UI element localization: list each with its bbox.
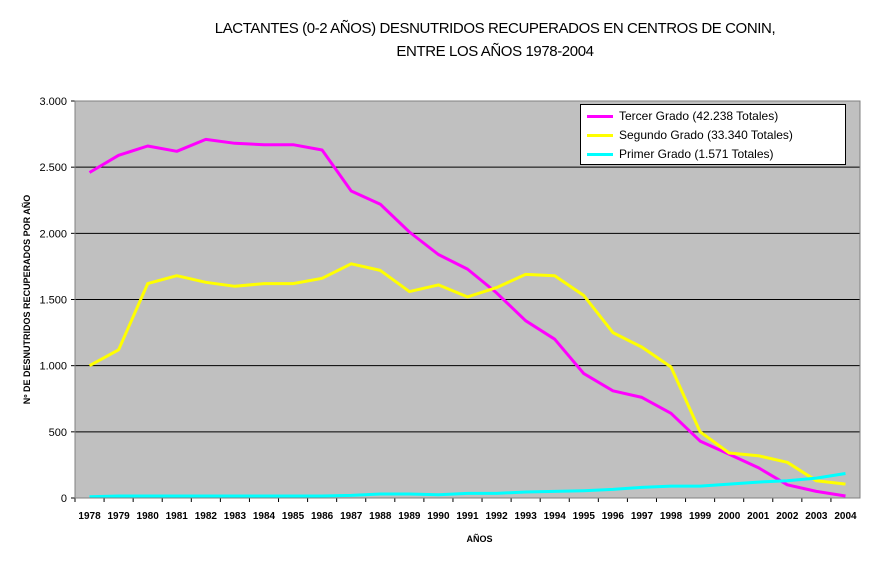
legend-item-primer-grado: Primer Grado (1.571 Totales) <box>587 146 774 162</box>
x-tick-label: 2000 <box>718 511 741 522</box>
legend: Tercer Grado (42.238 Totales) Segundo Gr… <box>580 104 846 165</box>
x-tick-label: 2003 <box>805 511 828 522</box>
legend-label-tercer-grado: Tercer Grado (42.238 Totales) <box>619 109 779 123</box>
x-tick-label: 2002 <box>776 511 799 522</box>
x-tick-label: 1983 <box>224 511 247 522</box>
series-line-segundo-grado <box>88 262 846 486</box>
x-tick-label: 1978 <box>78 511 101 522</box>
legend-swatch-segundo-grado <box>587 133 613 137</box>
x-tick-label: 2004 <box>834 511 857 522</box>
legend-label-primer-grado: Primer Grado (1.571 Totales) <box>619 147 774 161</box>
x-tick-label: 1998 <box>660 511 683 522</box>
x-tick-label: 1992 <box>485 511 508 522</box>
x-tick-label: 1991 <box>456 511 479 522</box>
legend-label-segundo-grado: Segundo Grado (33.340 Totales) <box>619 128 793 142</box>
x-tick-label: 1982 <box>195 511 218 522</box>
legend-swatch-primer-grado <box>587 152 613 156</box>
legend-swatch-tercer-grado <box>587 114 613 118</box>
x-tick-label: 1993 <box>515 511 538 522</box>
y-tick-label: 1.500 <box>39 295 67 307</box>
x-tick-label: 1989 <box>398 511 421 522</box>
legend-item-segundo-grado: Segundo Grado (33.340 Totales) <box>587 127 793 143</box>
x-tick-label: 1984 <box>253 511 276 522</box>
y-tick-label: 1.000 <box>39 361 67 373</box>
x-tick-label: 1981 <box>166 511 189 522</box>
y-axis-label: Nº DE DESNUTRIDOS RECUPERADOS POR AÑO <box>22 195 32 404</box>
x-tick-label: 1997 <box>631 511 654 522</box>
x-tick-label: 1990 <box>427 511 450 522</box>
y-tick-label: 0 <box>61 493 67 505</box>
y-tick-label: 2.000 <box>39 228 67 240</box>
series-line-primer-grado <box>89 472 846 499</box>
x-tick-label: 1994 <box>544 511 567 522</box>
y-tick-label: 500 <box>49 427 67 439</box>
x-tick-label: 1985 <box>282 511 305 522</box>
x-tick-label: 1980 <box>137 511 160 522</box>
y-tick-label: 2.500 <box>39 162 67 174</box>
y-tick-label: 3.000 <box>39 96 67 108</box>
series-line-tercer-grado <box>88 137 846 498</box>
legend-item-tercer-grado: Tercer Grado (42.238 Totales) <box>587 108 778 124</box>
chart-title-line1: LACTANTES (0-2 AÑOS) DESNUTRIDOS RECUPER… <box>214 20 776 37</box>
x-tick-label: 2001 <box>747 511 770 522</box>
x-tick-label: 1988 <box>369 511 392 522</box>
x-tick-label: 1986 <box>311 511 334 522</box>
x-tick-label: 1979 <box>107 511 130 522</box>
x-axis-label: AÑOS <box>466 534 492 544</box>
chart-title-line2: ENTRE LOS AÑOS 1978-2004 <box>396 43 594 60</box>
x-tick-label: 1996 <box>602 511 625 522</box>
x-tick-label: 1987 <box>340 511 363 522</box>
x-tick-label: 1999 <box>689 511 712 522</box>
plot-frame <box>74 100 861 499</box>
x-tick-label: 1995 <box>573 511 596 522</box>
